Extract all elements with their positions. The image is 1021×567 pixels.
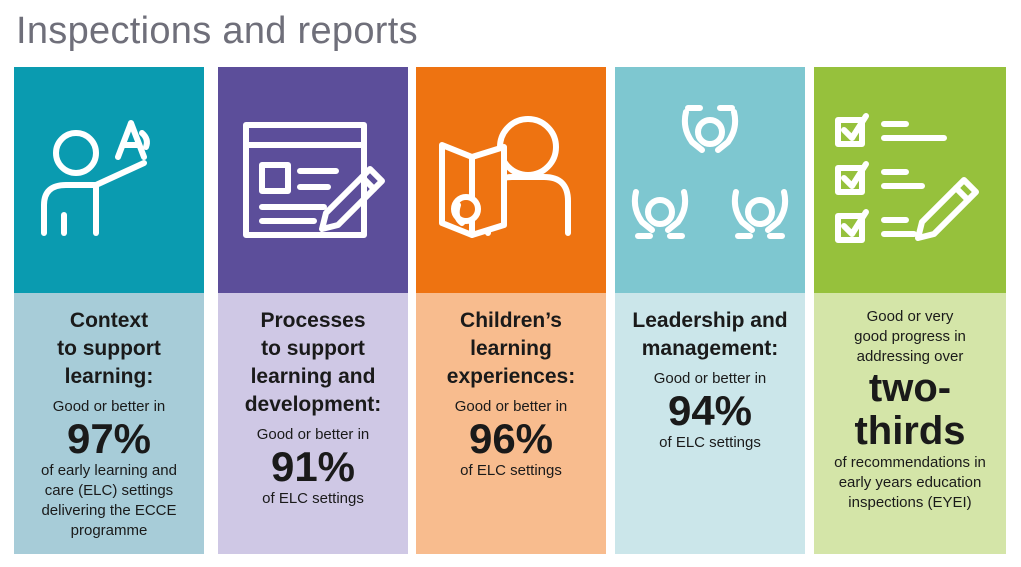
card-icon-panel [14, 67, 204, 293]
card-pre-line: addressing over [856, 348, 964, 365]
card-post-line: early years education [838, 474, 982, 491]
card-icon-panel [416, 67, 606, 293]
card-icon-panel [814, 67, 1006, 293]
card-heading-line: Processes [260, 309, 366, 332]
card-childrens-experiences: Children’s learning experiences: Good or… [416, 67, 606, 554]
card-percentage: 91% [270, 443, 356, 490]
card-pre-text: Good or better in [256, 426, 370, 443]
card-post-line: of ELC settings [262, 490, 364, 507]
card-percentage: 96% [468, 415, 554, 462]
card-post-line: delivering the ECCE [41, 502, 177, 519]
card-pre-line: Good or very [866, 308, 954, 325]
card-heading-line: Leadership and [632, 309, 788, 332]
document-pencil-icon [243, 122, 385, 238]
card-heading-line: learning and [250, 365, 376, 388]
card-heading-line: Children’s [460, 309, 562, 332]
card-text-panel: Leadership and management: Good or bette… [615, 293, 805, 554]
card-text-panel: Processes to support learning and develo… [218, 293, 408, 554]
card-percentage: 97% [66, 415, 152, 462]
child-reading-icon [439, 116, 571, 238]
card-processes: Processes to support learning and develo… [218, 67, 408, 554]
card-heading-line: to support [261, 337, 365, 360]
card-value-line: thirds [854, 409, 966, 453]
card-context: Context to support learning: Good or bet… [14, 67, 204, 554]
card-value-line: two- [868, 366, 952, 410]
card-post-line: of ELC settings [460, 462, 562, 479]
card-post-line: of early learning and [41, 462, 177, 479]
card-heading-line: Context [69, 309, 149, 332]
card-leadership: Leadership and management: Good or bette… [615, 67, 805, 554]
card-heading-line: learning [470, 337, 552, 360]
card-percentage: 94% [667, 387, 753, 434]
teacher-writing-icon [41, 120, 150, 236]
card-pre-line: good progress in [854, 328, 966, 345]
card-recommendations: Good or very good progress in addressing… [814, 67, 1006, 554]
card-text-panel: Children’s learning experiences: Good or… [416, 293, 606, 554]
card-post-line: of ELC settings [659, 434, 761, 451]
people-collaboration-icon [631, 105, 789, 239]
card-heading-line: learning: [64, 365, 154, 388]
card-heading-line: to support [57, 337, 161, 360]
card-pre-text: Good or better in [454, 398, 568, 415]
card-icon-panel [218, 67, 408, 293]
card-text-panel: Context to support learning: Good or bet… [14, 293, 204, 554]
checklist-icon [835, 113, 979, 243]
card-heading-line: experiences: [446, 365, 576, 388]
card-post-line: care (ELC) settings [44, 482, 174, 499]
card-pre-text: Good or better in [653, 370, 767, 387]
card-heading-line: management: [641, 337, 779, 360]
card-pre-text: Good or better in [52, 398, 166, 415]
page-title: Inspections and reports [16, 10, 418, 52]
card-heading-line: development: [244, 393, 382, 416]
card-post-line: programme [70, 522, 148, 539]
card-post-line: of recommendations in [834, 454, 986, 471]
card-text-panel: Good or very good progress in addressing… [814, 293, 1006, 554]
card-icon-panel [615, 67, 805, 293]
card-post-line: inspections (EYEI) [848, 494, 972, 511]
